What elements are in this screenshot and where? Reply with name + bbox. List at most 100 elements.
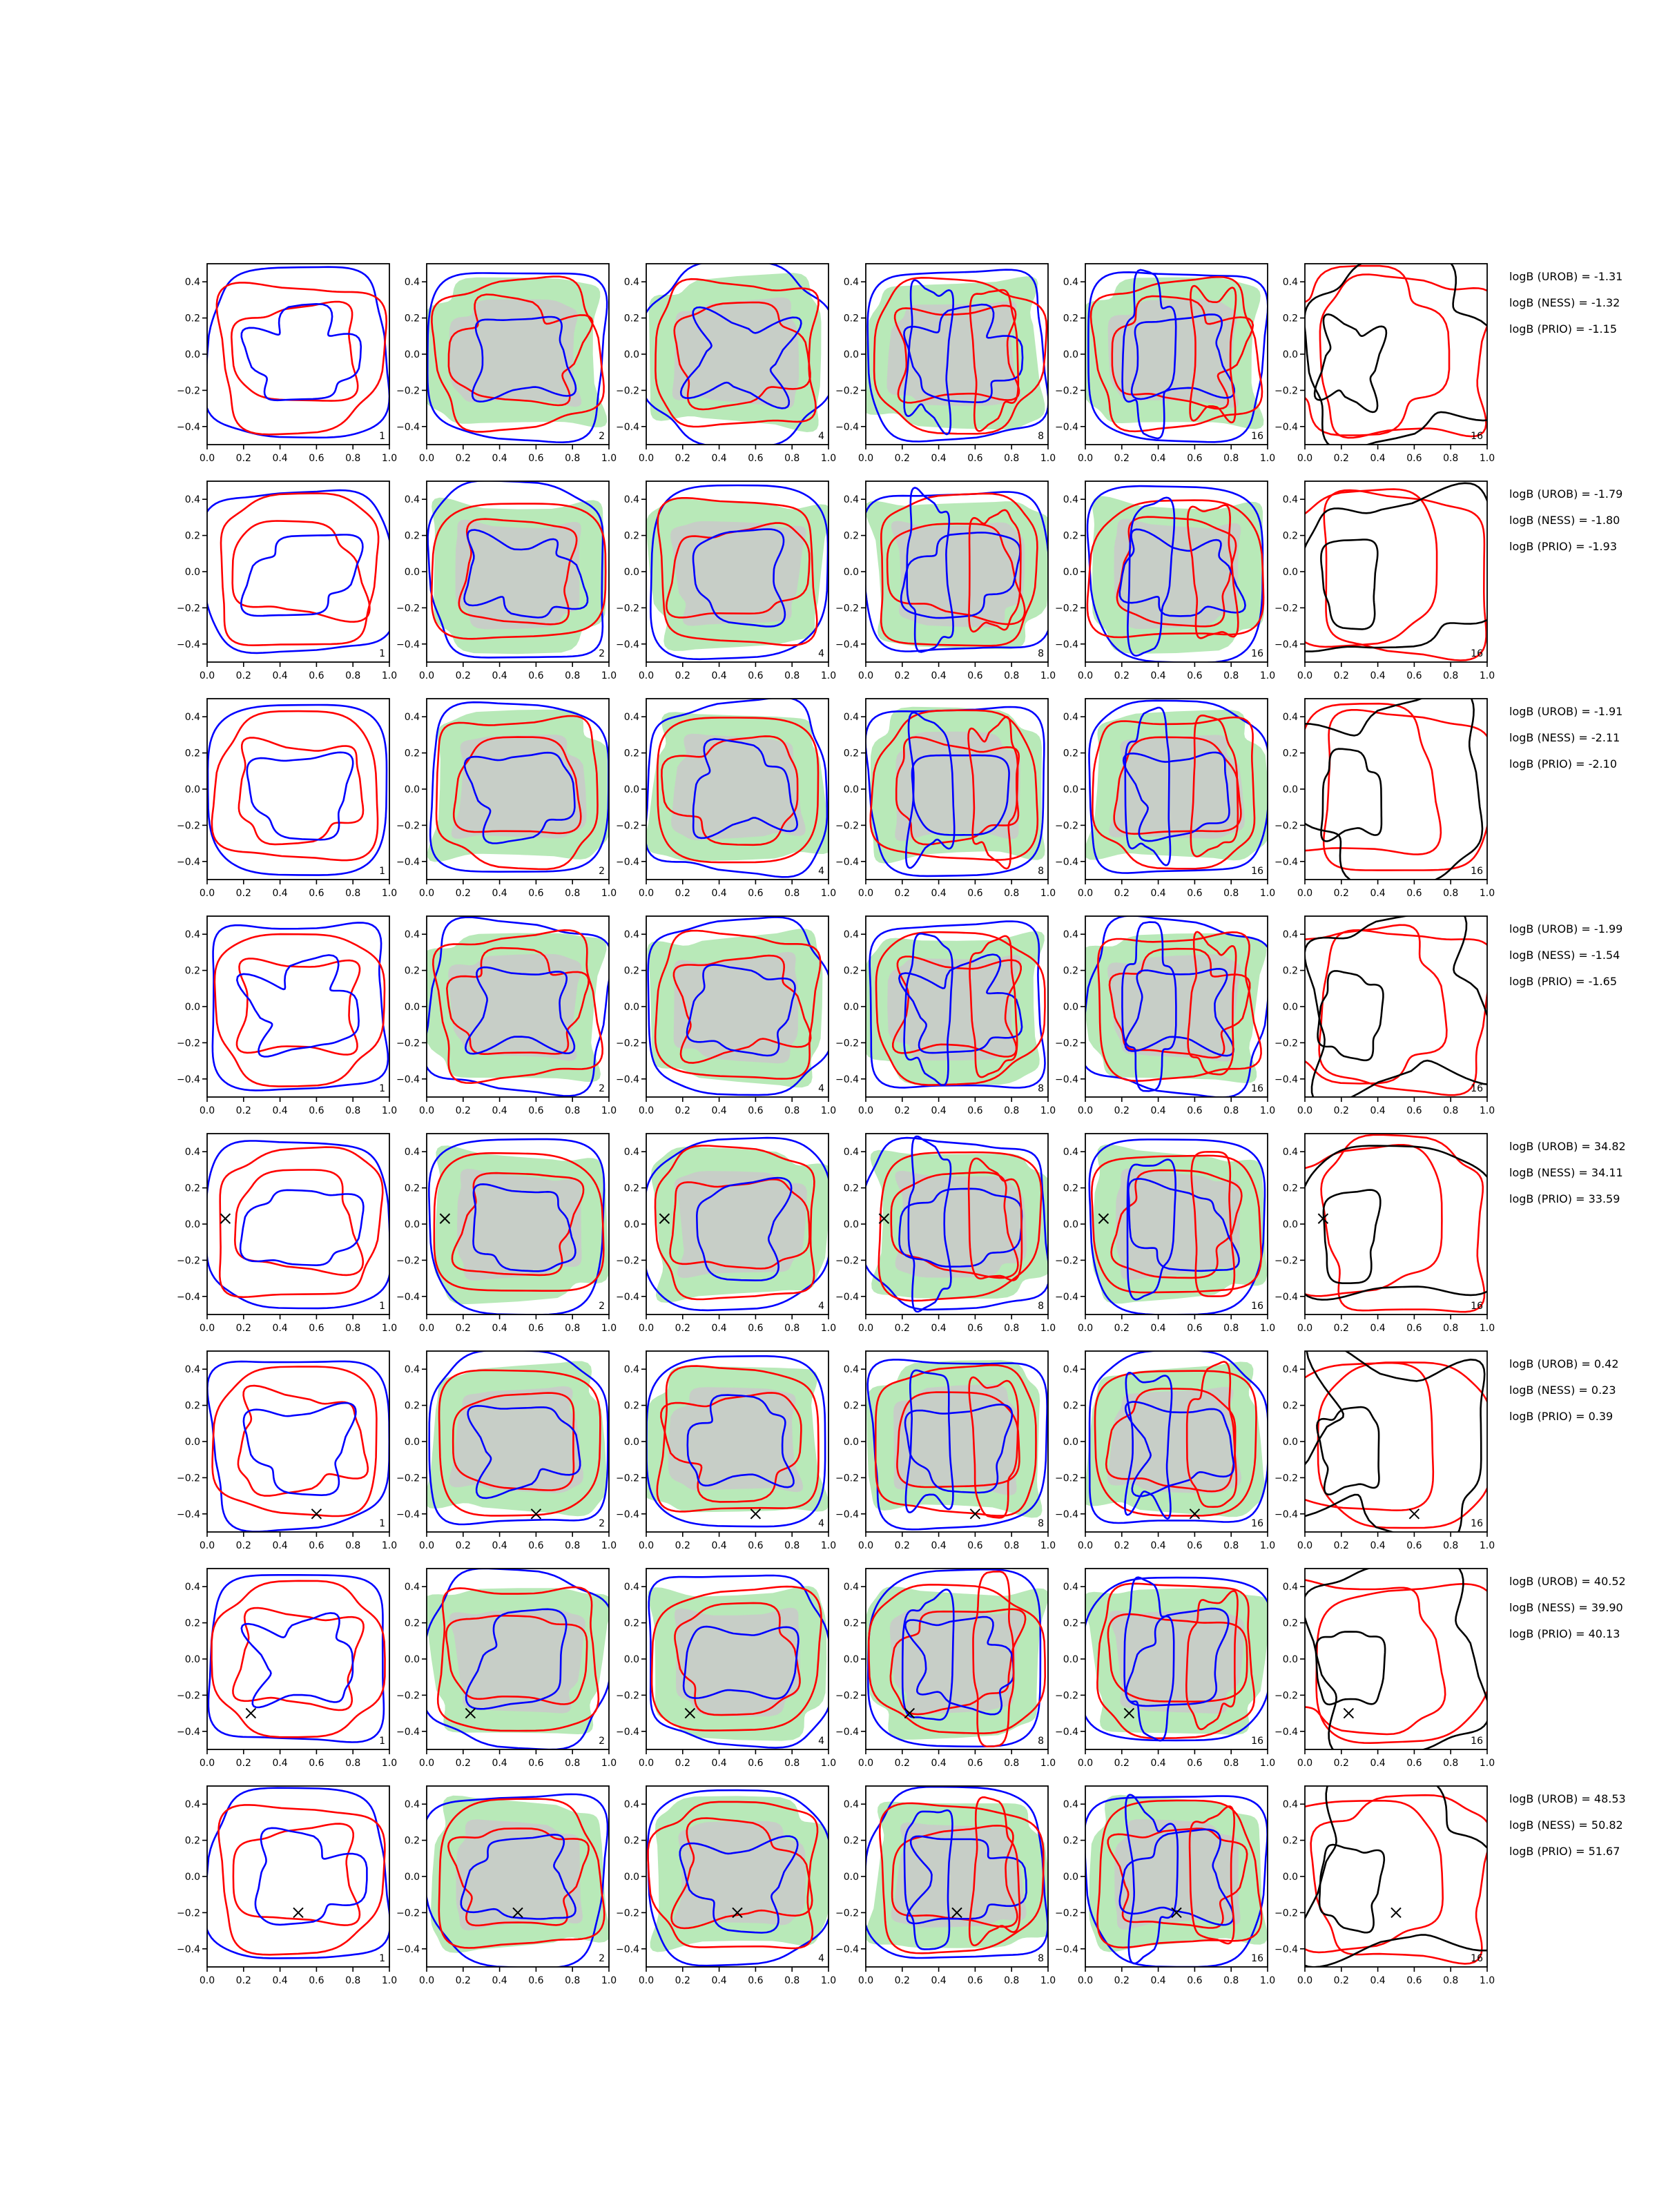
red-contour [869, 709, 1039, 861]
panel-plot-area [866, 1359, 1048, 1531]
x-tick-label: 1.0 [1480, 1758, 1495, 1769]
x-tick-label: 0.4 [1150, 453, 1165, 464]
black-contour [1317, 970, 1384, 1062]
panel-plot-area [646, 264, 828, 445]
x-tick-label: 1.0 [382, 1540, 397, 1551]
red-contour [1305, 924, 1448, 1085]
y-tick-label: −0.4 [1275, 1727, 1298, 1738]
x-tick-label: 0.2 [895, 1975, 910, 1986]
grey-region [895, 1170, 1027, 1278]
blue-contour [646, 1136, 828, 1312]
y-tick-label: 0.0 [844, 784, 859, 795]
x-tick-label: 0.4 [931, 1323, 946, 1334]
y-tick-label: 0.4 [1063, 929, 1078, 940]
marker-x [969, 1508, 981, 1520]
x-tick-label: 0.6 [967, 453, 982, 464]
x-tick-label: 0.4 [711, 1540, 726, 1551]
y-tick-label: 0.0 [1283, 784, 1298, 795]
grey-region [1107, 1386, 1242, 1494]
panel-r2-c6: 16 0.0 0.2 0.4 0.6 0.8 1.0 0.4 0.2 0.0 −0.2 −0.4 [1275, 481, 1495, 681]
x-tick-label: 1.0 [382, 888, 397, 899]
panel-r1-c4: 8 0.0 0.2 0.4 0.6 0.8 1.0 0.4 0.2 0.0 −0.2 −0.4 [835, 263, 1056, 464]
y-tick-label: 0.2 [1063, 966, 1078, 977]
x-tick-label: 0.4 [711, 1758, 726, 1769]
panel-number-label: 2 [599, 1083, 605, 1094]
panel-r1-c6: 16 0.0 0.2 0.4 0.6 0.8 1.0 0.4 0.2 0.0 −0.2 −0.4 [1275, 263, 1495, 464]
x-tick-label: 0.0 [1078, 670, 1093, 681]
y-tick-label: 0.2 [405, 1183, 420, 1194]
y-tick-label: −0.2 [177, 385, 200, 396]
y-tick-label: 0.2 [624, 313, 639, 324]
x-tick-label: 0.6 [1406, 1758, 1422, 1769]
y-tick-label: 0.2 [185, 1618, 200, 1629]
y-tick-label: 0.4 [1063, 1582, 1078, 1593]
panel-plot-area [1085, 269, 1268, 443]
y-tick-label: 0.0 [844, 1437, 859, 1448]
x-tick-label: 0.4 [1370, 670, 1385, 681]
y-tick-label: −0.4 [177, 1944, 200, 1955]
y-tick-label: 0.0 [624, 1219, 639, 1230]
red-contour [890, 1171, 1019, 1279]
y-tick-label: −0.4 [616, 422, 639, 433]
x-tick-label: 0.6 [1187, 453, 1202, 464]
blue-contour [1121, 921, 1177, 1092]
marker-x [1343, 1707, 1355, 1719]
blue-contour [1085, 1795, 1268, 1967]
panel-number-label: 8 [1038, 431, 1044, 442]
x-tick-label: 0.4 [1370, 1540, 1385, 1551]
x-tick-label: 0.2 [456, 1758, 471, 1769]
y-tick-label: 0.0 [1063, 784, 1078, 795]
red-contour [1188, 1805, 1235, 1945]
x-tick-label: 0.8 [345, 888, 360, 899]
black-contour [1305, 1351, 1486, 1532]
red-contour [232, 1607, 365, 1711]
x-tick-label: 0.4 [1370, 1758, 1385, 1769]
red-contour [1322, 709, 1487, 871]
x-tick-label: 0.8 [1004, 670, 1019, 681]
y-tick-label: −0.2 [616, 1908, 639, 1919]
y-tick-label: 0.0 [624, 1654, 639, 1665]
y-tick-label: −0.2 [1275, 1690, 1298, 1701]
red-contour [217, 1804, 386, 1956]
red-contour [1317, 1361, 1487, 1529]
x-tick-label: 1.0 [821, 1975, 836, 1986]
blue-contour [869, 920, 1046, 1089]
y-tick-label: 0.4 [405, 1799, 420, 1810]
x-tick-label: 0.0 [1078, 1323, 1093, 1334]
panel-frame [206, 698, 390, 880]
x-tick-label: 0.4 [492, 453, 507, 464]
y-tick-label: −0.2 [396, 1038, 420, 1049]
x-tick-label: 0.8 [1443, 1975, 1458, 1986]
panel-r3-c6: 16 0.0 0.2 0.4 0.6 0.8 1.0 0.4 0.2 0.0 −0.2 −0.4 [1275, 698, 1495, 899]
x-tick-label: 0.8 [784, 1758, 800, 1769]
logB-label: logB (PRIO) = -1.93 [1509, 540, 1617, 553]
x-tick-label: 0.4 [1150, 1975, 1165, 1986]
x-tick-label: 0.6 [967, 888, 982, 899]
x-tick-label: 1.0 [1040, 670, 1056, 681]
x-tick-label: 0.8 [1223, 453, 1239, 464]
panel-frame [206, 915, 390, 1098]
x-tick-label: 0.4 [1150, 1540, 1165, 1551]
panel-plot-area [1305, 1351, 1487, 1532]
y-tick-label: 0.0 [185, 567, 200, 578]
y-tick-label: 0.2 [844, 966, 859, 977]
y-tick-label: −0.2 [835, 820, 859, 831]
x-tick-label: 0.0 [639, 1323, 654, 1334]
marker-x [311, 1508, 322, 1520]
y-tick-label: −0.2 [1275, 603, 1298, 614]
x-tick-label: 0.4 [272, 453, 287, 464]
panel-number-label: 16 [1471, 1953, 1483, 1964]
x-tick-label: 1.0 [1480, 1975, 1495, 1986]
x-tick-label: 0.2 [1114, 453, 1130, 464]
panel-plot-area [427, 1569, 609, 1749]
x-tick-label: 0.2 [1334, 1105, 1349, 1116]
logB-label: logB (NESS) = -1.80 [1509, 514, 1620, 527]
x-tick-label: 0.4 [711, 453, 726, 464]
panel-number-label: 16 [1471, 648, 1483, 659]
x-tick-label: 0.4 [711, 888, 726, 899]
panel-number-label: 1 [379, 648, 385, 659]
y-tick-label: 0.2 [1283, 531, 1298, 542]
red-contour [889, 1608, 1027, 1716]
blue-contour [692, 528, 786, 628]
y-tick-label: −0.2 [396, 385, 420, 396]
